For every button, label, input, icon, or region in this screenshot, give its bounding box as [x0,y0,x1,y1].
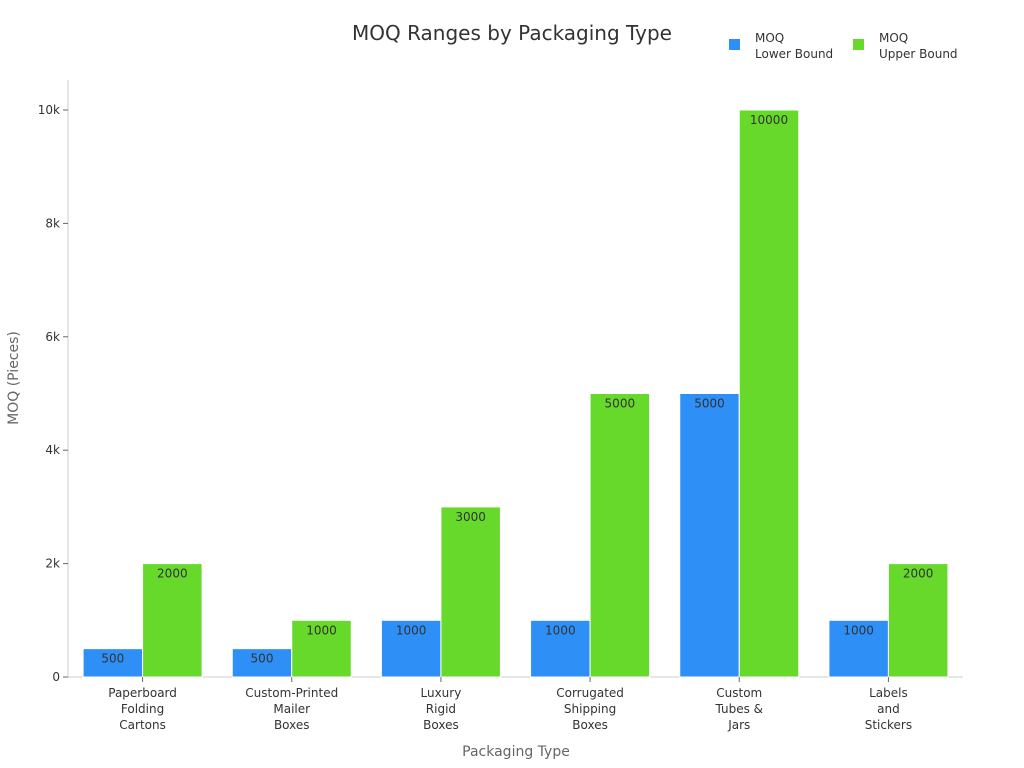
x-tick-label-line: Jars [727,718,750,732]
x-tick-label: Corrugated Shipping Boxes [556,686,624,732]
x-tick-label-line: Tubes & [714,702,763,716]
bar-value-label: 5000 [694,397,725,411]
y-tick-label: 8k [45,216,60,230]
bar-series-2 [142,563,203,678]
bar-value-label: 1000 [843,623,874,637]
x-axis-title: Packaging Type [462,744,570,760]
legend-label: MOQ Upper Bound [879,31,958,61]
bar-series-1 [231,648,293,678]
legend-item-series-2: MOQ Upper Bound [853,31,958,61]
bar-value-label: 2000 [157,567,188,581]
legend-swatch [853,39,864,50]
x-tick-label-line: Shipping [564,702,616,716]
bar-value-label: 10000 [750,113,788,127]
x-tick-label-line: Folding [121,702,164,716]
x-tick-label: Custom Tubes & Jars [714,686,763,732]
bar-series-1 [679,393,740,678]
bar-series-1 [82,648,144,678]
bar-value-label: 3000 [455,510,486,524]
legend-label-line: MOQ [755,31,784,45]
x-tick-label: Paperboard Folding Cartons [108,686,177,732]
x-tick-label-line: Mailer [273,702,310,716]
axes [67,80,963,678]
legend-label-line: Lower Bound [755,47,833,61]
bar-value-label: 1000 [545,623,576,637]
legend-swatch [729,39,740,50]
x-tick-label-line: Corrugated [556,686,624,700]
x-tick-label-line: Stickers [865,718,912,732]
bar-value-label: 2000 [903,567,934,581]
x-tick-label-line: Boxes [423,718,459,732]
x-tick-label-line: Labels [869,686,908,700]
bar-series-2 [887,563,949,678]
legend: MOQ Lower Bound MOQ Upper Bound [729,31,958,61]
legend-label-line: MOQ [879,31,908,45]
x-tick-label-line: Paperboard [108,686,177,700]
x-tick-label: Labels and Stickers [865,686,912,732]
x-ticks: Paperboard Folding Cartons Custom-Printed Ma… [108,677,912,732]
y-tick-label: 10k [38,103,60,117]
x-tick-label-line: Custom-Printed [245,686,338,700]
y-ticks: 0 2k 4k 6k 8k 10k [38,103,68,684]
bar-series-2 [291,619,352,678]
bar-labels: 500 2000 500 1000 1000 3000 1000 5000 5000 10000 1… [101,113,933,666]
bar-value-label: 1000 [396,623,427,637]
x-tick-label-line: Boxes [572,718,608,732]
x-tick-label: Custom-Printed Mailer Boxes [245,686,338,732]
y-tick-label: 0 [52,670,60,684]
bar-series-1 [828,619,889,678]
bar-series-2 [440,506,501,678]
y-tick-label: 6k [45,330,60,344]
legend-label-line: Upper Bound [879,47,958,61]
x-tick-label-line: Luxury [421,686,462,700]
bar-value-label: 500 [101,652,124,666]
bars [82,109,949,678]
legend-item-series-1: MOQ Lower Bound [729,31,833,61]
x-tick-label-line: Boxes [274,718,310,732]
y-tick-label: 4k [45,443,60,457]
y-tick-label: 2k [45,557,60,571]
bar-value-label: 5000 [605,397,636,411]
x-tick-label: Luxury Rigid Boxes [421,686,462,732]
x-tick-label-line: Cartons [119,718,166,732]
x-tick-label-line: Custom [716,686,762,700]
legend-label: MOQ Lower Bound [755,31,833,61]
bar-value-label: 500 [251,652,274,666]
chart-title: MOQ Ranges by Packaging Type [352,21,672,45]
y-axis-title: MOQ (Pieces) [6,331,22,425]
bar-value-label: 1000 [306,623,337,637]
x-tick-label-line: Rigid [426,702,456,716]
bar-series-2 [738,109,800,678]
bar-series-2 [589,393,651,678]
x-tick-label-line: and [877,702,900,716]
